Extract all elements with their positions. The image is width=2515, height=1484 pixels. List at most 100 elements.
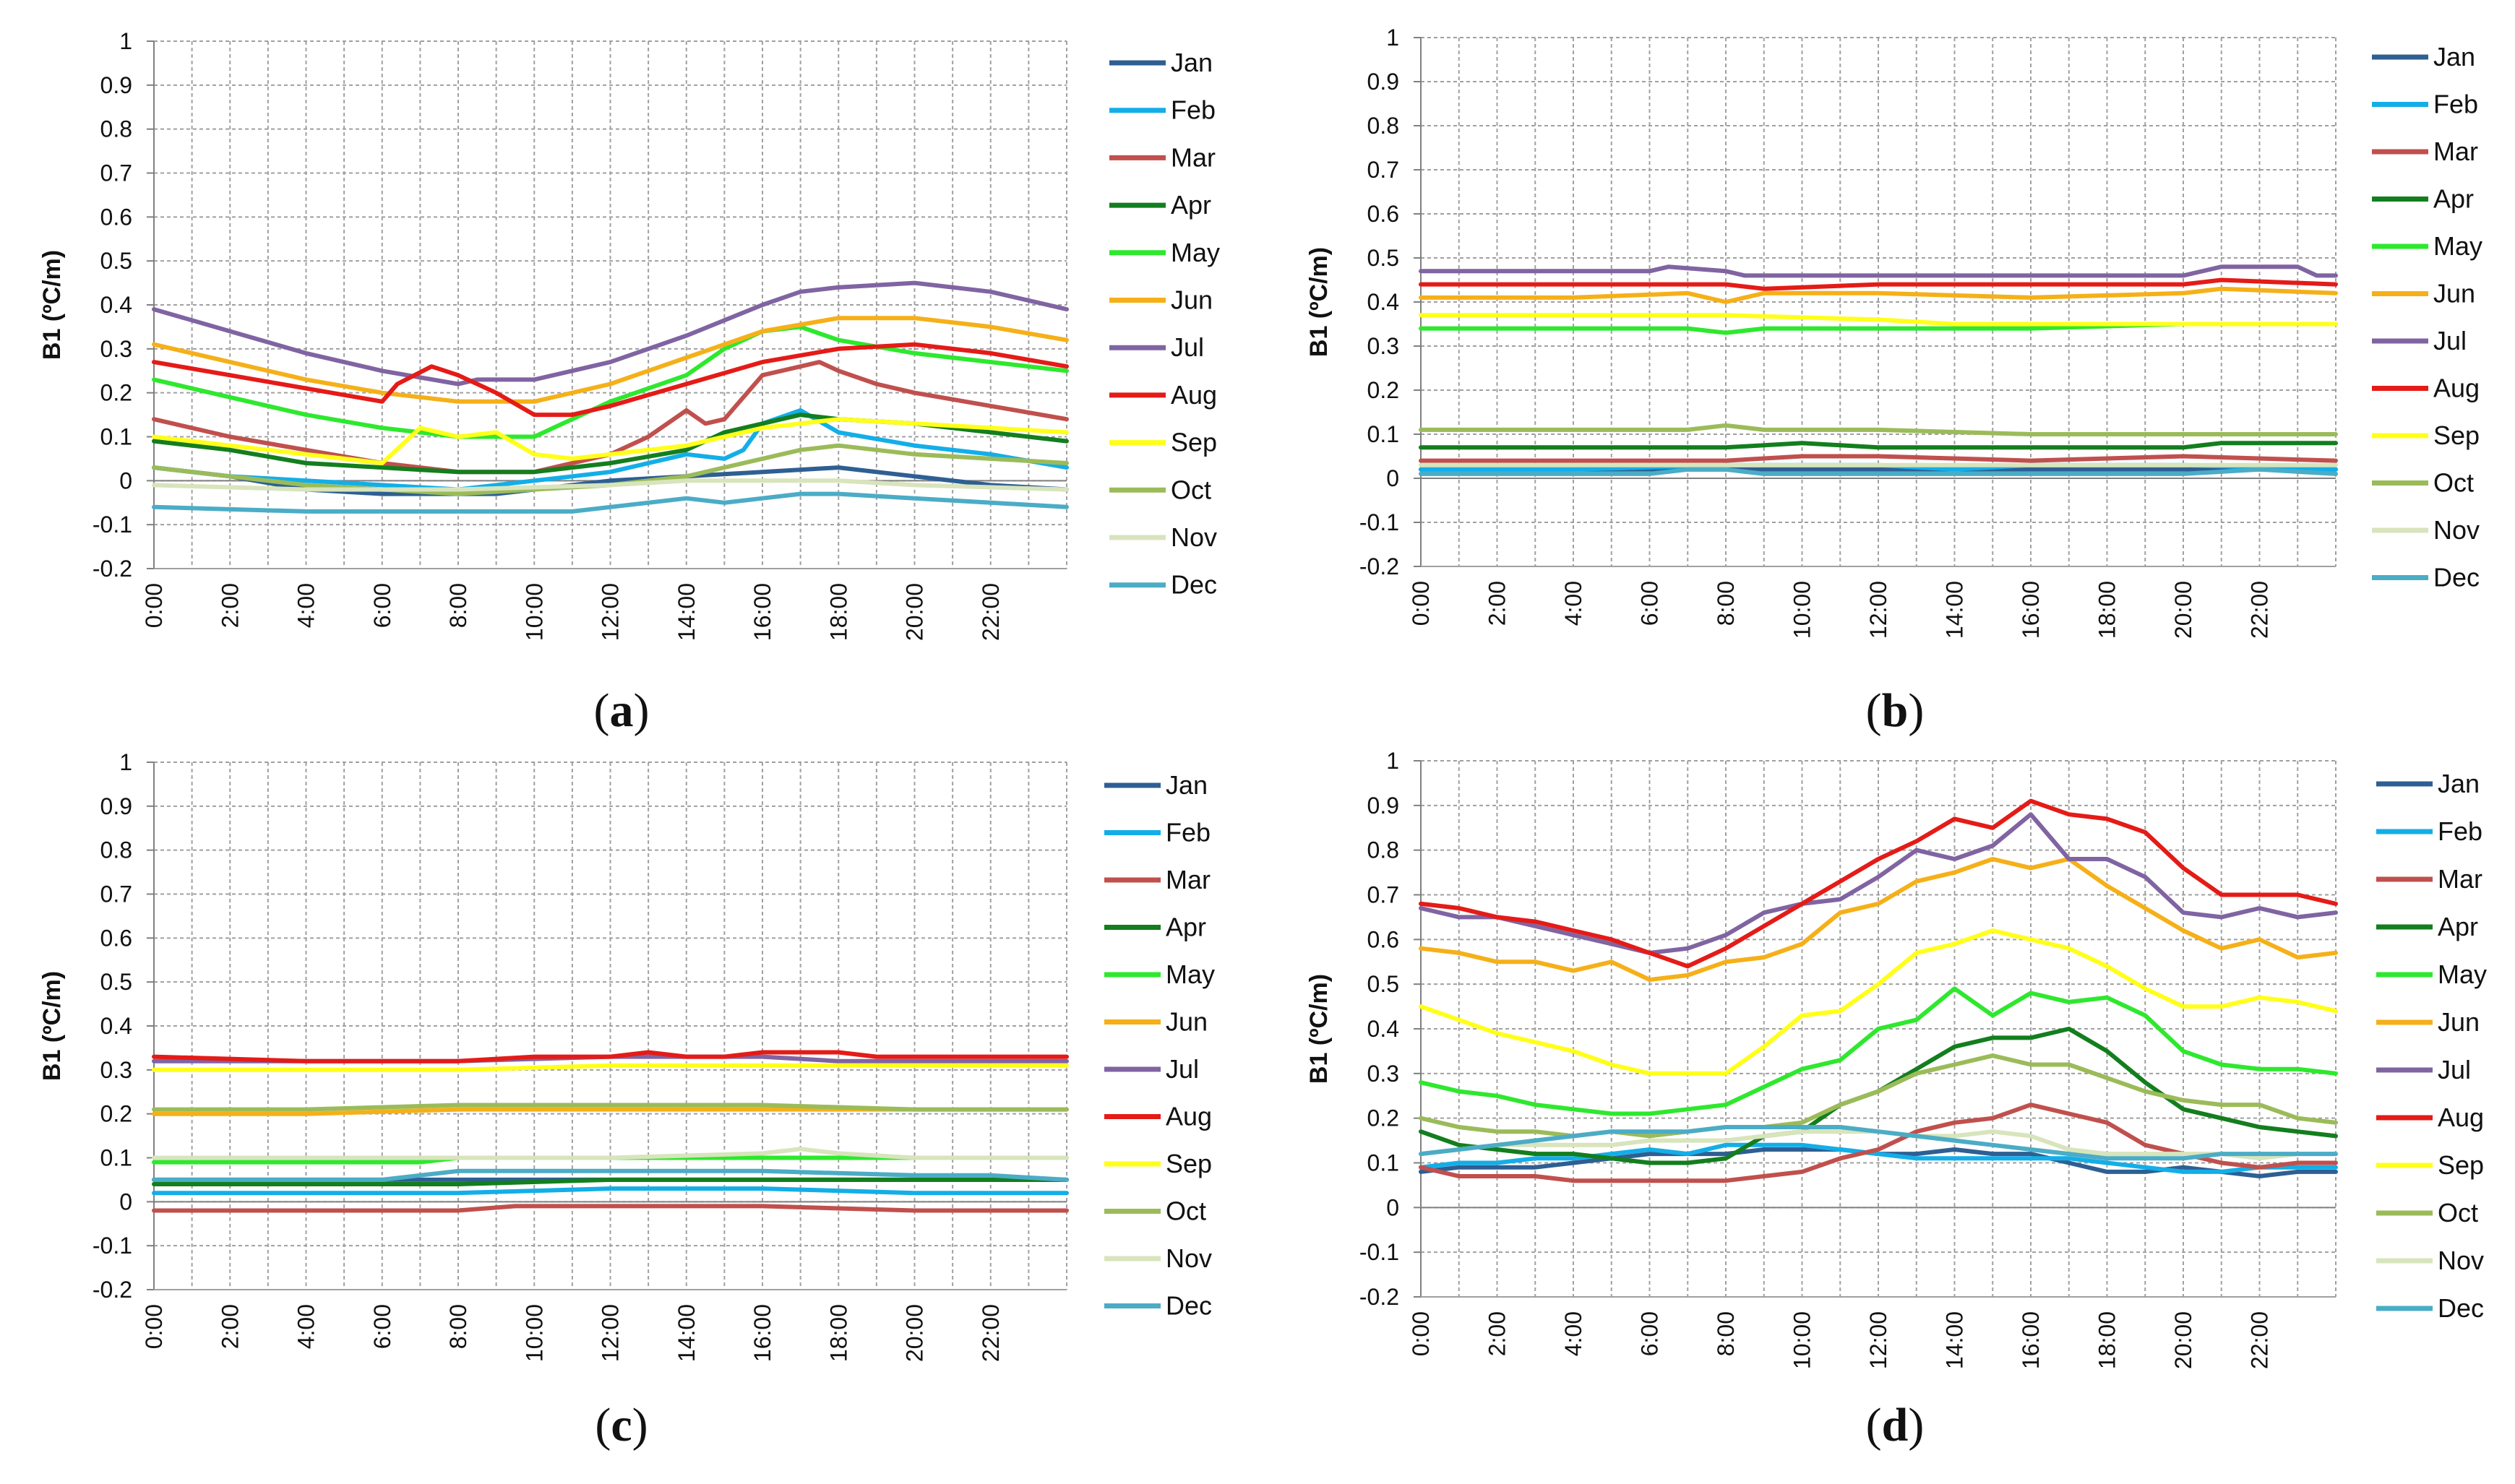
x-tick-label: 2:00	[217, 583, 243, 628]
x-tick-label: 18:00	[825, 583, 851, 641]
series-line-dec	[152, 1168, 1069, 1182]
x-tick-label: 0:00	[1408, 581, 1434, 626]
x-tick-label: 6:00	[369, 1304, 395, 1349]
x-tick-label: 20:00	[2170, 1311, 2196, 1369]
series-line-feb	[152, 1186, 1069, 1196]
series-line-nov	[152, 1147, 1069, 1160]
x-tick-label: 6:00	[1637, 1311, 1663, 1356]
y-tick-label: -0.1	[93, 1233, 132, 1259]
x-tick-label: 0:00	[1408, 1311, 1434, 1356]
legend-label-sep: Sep	[2438, 1150, 2484, 1180]
legend-label-jul: Jul	[2433, 326, 2467, 355]
legend-label-jun: Jun	[2433, 279, 2475, 309]
series-line-mar	[152, 1204, 1069, 1213]
series-line-sep	[1419, 313, 2338, 327]
y-tick-label: 0.8	[1367, 837, 1399, 863]
x-tick-label: 22:00	[2247, 1311, 2273, 1369]
y-tick-label: 1	[119, 28, 132, 54]
series-line-apr	[1419, 441, 2338, 450]
legend-label-jul: Jul	[1166, 1054, 1199, 1084]
legend: Jan Feb Mar Apr May Jun Jul Aug Sep Oct Nov Dec	[1104, 770, 1215, 1321]
legend-label-oct: Oct	[2433, 468, 2474, 498]
y-tick-label: 0.4	[1367, 1016, 1399, 1042]
x-tick-label: 20:00	[902, 583, 928, 641]
panel-label: (c)	[595, 1399, 648, 1451]
y-axis-label: B1 (ºC/m)	[38, 971, 66, 1081]
legend-label-jan: Jan	[1171, 48, 1213, 77]
x-tick-label: 2:00	[1484, 581, 1510, 626]
x-tick-label: 14:00	[674, 583, 700, 641]
series-line-sep	[152, 1063, 1069, 1072]
y-tick-label: 0.2	[1367, 1105, 1399, 1131]
y-tick-label: 0	[1386, 1194, 1399, 1220]
x-tick-label: 8:00	[1713, 581, 1739, 626]
x-tick-label: 4:00	[293, 1304, 319, 1349]
legend-label-apr: Apr	[1166, 913, 1206, 942]
x-tick-label: 16:00	[749, 583, 775, 641]
legend-label-nov: Nov	[2438, 1246, 2484, 1275]
legend-label-mar: Mar	[2438, 864, 2482, 894]
y-tick-label: 0.6	[1367, 926, 1399, 952]
legend-label-feb: Feb	[2433, 90, 2478, 119]
legend-label-mar: Mar	[1171, 142, 1216, 172]
y-tick-label: 1	[1386, 25, 1399, 51]
y-tick-label: 0.7	[1367, 157, 1399, 183]
series-line-jul	[1419, 264, 2338, 278]
y-tick-label: 0.9	[100, 793, 132, 819]
legend-label-aug: Aug	[1166, 1102, 1212, 1131]
legend-label-nov: Nov	[2433, 515, 2480, 545]
y-tick-label: 0.9	[1367, 793, 1399, 819]
y-tick-label: 0.9	[100, 72, 132, 98]
legend-label-may: May	[1166, 959, 1215, 989]
y-tick-label: 0.1	[100, 1145, 132, 1171]
x-tick-label: 8:00	[1713, 1311, 1739, 1356]
series-line-may	[1419, 986, 2338, 1116]
legend-label-jul: Jul	[2438, 1055, 2471, 1084]
x-tick-label: 4:00	[1560, 1311, 1586, 1356]
x-tick-label: 18:00	[2094, 581, 2120, 639]
y-tick-label: 0.8	[100, 116, 132, 142]
y-tick-label: 0.5	[1367, 971, 1399, 997]
legend-label-mar: Mar	[2433, 137, 2478, 166]
x-tick-label: 14:00	[674, 1304, 700, 1362]
x-tick-label: 8:00	[445, 1304, 471, 1349]
x-tick-label: 22:00	[978, 1304, 1004, 1362]
legend-label-oct: Oct	[1171, 475, 1211, 504]
y-tick-label: 0.6	[100, 925, 132, 951]
y-tick-label: -0.1	[93, 512, 132, 538]
legend-label-dec: Dec	[2433, 563, 2480, 592]
legend-label-sep: Sep	[1166, 1149, 1212, 1178]
x-tick-label: 12:00	[1865, 1311, 1891, 1369]
series-line-sep	[1419, 928, 2338, 1076]
series-line-jun	[1419, 857, 2338, 982]
series-line-nov	[152, 478, 1069, 492]
legend-label-jul: Jul	[1171, 332, 1204, 362]
x-tick-label: 12:00	[598, 1304, 624, 1362]
series-line-aug	[1419, 277, 2338, 291]
legend-label-sep: Sep	[2433, 420, 2480, 450]
series-line-oct	[152, 1103, 1069, 1112]
x-tick-label: 16:00	[749, 1304, 775, 1362]
x-tick-label: 6:00	[1637, 581, 1663, 626]
legend-label-jun: Jun	[2438, 1007, 2480, 1037]
x-tick-label: 10:00	[1789, 1311, 1815, 1369]
series-line-may	[152, 324, 1069, 439]
series-line-sep	[152, 417, 1069, 465]
legend-label-dec: Dec	[1166, 1291, 1212, 1321]
y-tick-label: 0.5	[100, 969, 132, 995]
y-tick-label: -0.2	[93, 1277, 132, 1303]
series-line-aug	[152, 342, 1069, 418]
legend-label-apr: Apr	[1171, 190, 1211, 220]
legend-label-may: May	[2438, 959, 2487, 989]
y-tick-label: 0.1	[1367, 1150, 1399, 1176]
y-tick-label: 0	[119, 1189, 132, 1215]
legend-label-jan: Jan	[2433, 42, 2475, 72]
y-tick-label: 0.7	[100, 881, 132, 907]
legend: Jan Feb Mar Apr May Jun Jul Aug Sep Oct Nov Dec	[2376, 769, 2487, 1323]
series-line-jul	[1419, 812, 2338, 955]
y-tick-label: 1	[119, 749, 132, 775]
x-tick-label: 20:00	[2170, 581, 2196, 639]
legend-label-apr: Apr	[2433, 184, 2474, 214]
y-tick-label: 0.6	[1367, 201, 1399, 227]
